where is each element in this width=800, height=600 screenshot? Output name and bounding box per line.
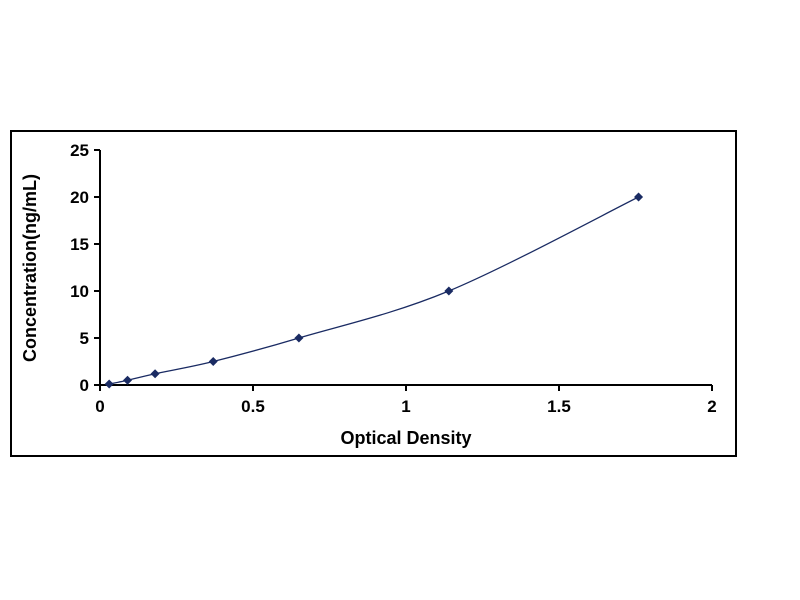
- data-point-marker: [208, 357, 218, 366]
- y-tick-label: 5: [80, 329, 89, 348]
- data-point-marker: [294, 333, 304, 343]
- x-tick-label: 2: [707, 397, 716, 416]
- y-tick-label: 0: [80, 376, 89, 395]
- data-point-marker: [123, 375, 133, 385]
- x-tick-label: 1: [401, 397, 410, 416]
- x-tick-label: 0.5: [241, 397, 265, 416]
- data-point-marker: [444, 286, 454, 296]
- y-tick-label: 10: [70, 282, 89, 301]
- x-tick-label: 1.5: [547, 397, 571, 416]
- data-point-marker: [104, 379, 114, 389]
- data-point-marker: [150, 369, 160, 379]
- y-tick-label: 20: [70, 188, 89, 207]
- data-point-marker: [634, 192, 644, 202]
- y-tick-label: 25: [70, 141, 89, 160]
- chart-frame: 0 0.5 1 1.5 2 0 5 10 15 20 25 Optical Density Conc…: [10, 130, 737, 457]
- x-tick-label: 0: [95, 397, 104, 416]
- series-line: [109, 196, 639, 385]
- x-axis-label: Optical Density: [340, 428, 471, 448]
- y-axis-label: Concentration(ng/mL): [20, 174, 40, 362]
- y-tick-label: 15: [70, 235, 89, 254]
